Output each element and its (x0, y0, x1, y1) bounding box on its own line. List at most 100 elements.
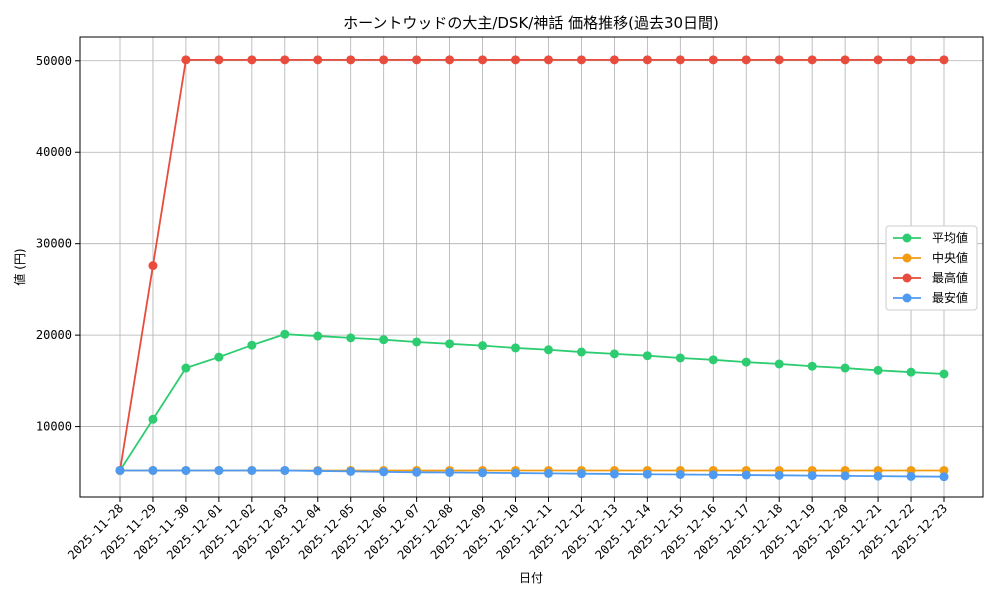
legend-marker (902, 293, 912, 303)
data-point (346, 55, 356, 65)
y-tick-label: 30000 (36, 237, 72, 251)
data-point (906, 471, 916, 481)
y-tick-label: 50000 (36, 54, 72, 68)
data-point (511, 343, 521, 353)
data-point (609, 55, 619, 65)
y-tick-label: 40000 (36, 145, 72, 159)
legend-marker (902, 273, 912, 283)
data-point (478, 55, 488, 65)
data-point (511, 55, 521, 65)
data-point (478, 341, 488, 351)
data-point (807, 471, 817, 481)
data-point (478, 468, 488, 478)
data-point (576, 55, 586, 65)
data-point (379, 335, 389, 345)
data-point (148, 261, 158, 271)
data-point (346, 466, 356, 476)
data-point (774, 359, 784, 369)
series-3 (115, 465, 949, 482)
data-point (379, 467, 389, 477)
data-point (840, 471, 850, 481)
legend-box (885, 225, 978, 311)
data-point (873, 365, 883, 375)
grid-lines (80, 37, 983, 497)
data-point (741, 55, 751, 65)
data-point (445, 55, 455, 65)
y-axis-label: 値 (円) (12, 248, 27, 285)
data-point (840, 55, 850, 65)
data-point (675, 55, 685, 65)
data-point (379, 55, 389, 65)
data-point (511, 468, 521, 478)
data-point (642, 469, 652, 479)
data-point (708, 55, 718, 65)
data-point (115, 465, 125, 475)
data-point (148, 414, 158, 424)
data-point (906, 367, 916, 377)
data-point (247, 340, 257, 350)
legend-label: 平均値 (932, 230, 968, 245)
data-point (247, 55, 257, 65)
data-point (840, 363, 850, 373)
legend-label: 最高値 (932, 270, 968, 285)
data-point (247, 465, 257, 475)
data-point (412, 55, 422, 65)
data-point (708, 355, 718, 365)
data-point (313, 466, 323, 476)
y-tick-label: 20000 (36, 328, 72, 342)
data-point (807, 361, 817, 371)
data-point (280, 329, 290, 339)
plot-frame (79, 36, 984, 498)
series-2 (115, 55, 949, 475)
data-point (313, 331, 323, 341)
data-point (741, 470, 751, 480)
data-point (642, 55, 652, 65)
data-point (873, 471, 883, 481)
legend-marker (902, 253, 912, 263)
y-tick-label: 10000 (36, 420, 72, 434)
data-point (906, 55, 916, 65)
data-point (609, 469, 619, 479)
data-point (774, 470, 784, 480)
data-point (412, 337, 422, 347)
series-line (119, 58, 944, 471)
series-group (115, 55, 949, 482)
legend-marker (902, 233, 912, 243)
data-point (873, 55, 883, 65)
series-0 (115, 329, 949, 475)
data-point (939, 472, 949, 482)
data-point (642, 351, 652, 361)
data-point (675, 353, 685, 363)
data-point (576, 469, 586, 479)
data-point (214, 55, 224, 65)
data-point (181, 363, 191, 373)
data-point (445, 339, 455, 349)
data-point (445, 467, 455, 477)
data-point (741, 357, 751, 367)
data-point (774, 55, 784, 65)
data-point (543, 468, 553, 478)
data-point (280, 55, 290, 65)
data-point (543, 55, 553, 65)
data-point (807, 55, 817, 65)
data-point (412, 467, 422, 477)
series-line (119, 333, 945, 471)
data-point (675, 470, 685, 480)
legend-label: 中央値 (932, 250, 968, 265)
data-point (609, 349, 619, 359)
data-point (939, 55, 949, 65)
data-point (181, 55, 191, 65)
data-point (148, 465, 158, 475)
legend-label: 最安値 (932, 290, 968, 305)
data-point (708, 470, 718, 480)
y-axis-ticks: 10000 20000 30000 40000 50000 (36, 54, 80, 434)
data-point (939, 465, 949, 475)
data-point (214, 352, 224, 362)
data-point (543, 345, 553, 355)
data-point (939, 369, 949, 379)
data-point (280, 465, 290, 475)
x-axis-label: 日付 (519, 571, 543, 585)
